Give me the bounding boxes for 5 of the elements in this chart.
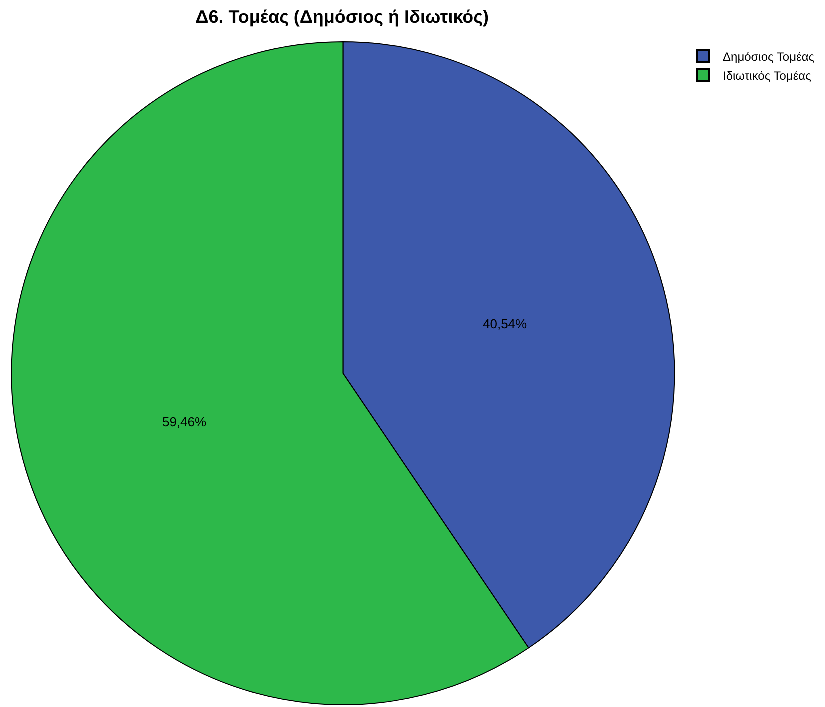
- legend-label: Ιδιωτικός Τομέας: [723, 69, 812, 84]
- data-label: 59,46%: [162, 414, 208, 430]
- legend-label: Δημόσιος Τομέας: [723, 50, 815, 64]
- chart-title: Δ6. Τομέας (Δημόσιος ή Ιδιωτικός): [196, 7, 489, 28]
- data-label: 40,54%: [482, 316, 528, 332]
